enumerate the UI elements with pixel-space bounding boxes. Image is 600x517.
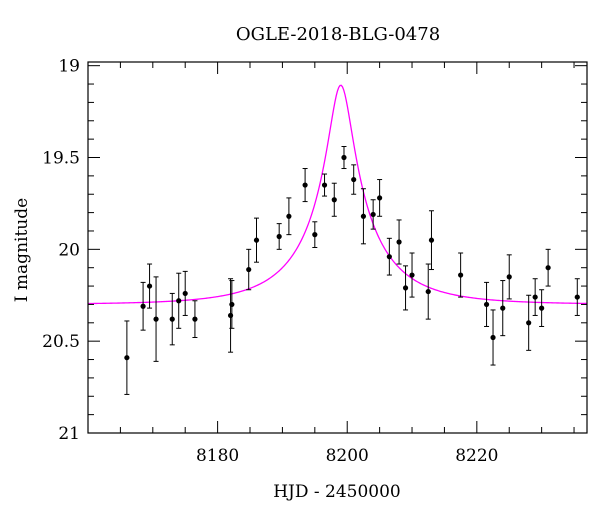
y-tick-label: 20 [58,240,80,260]
data-point [182,290,188,297]
data-point [402,285,409,291]
data-point [500,305,506,311]
y-tick-label: 19.5 [42,149,80,169]
model-curve [87,84,588,305]
data-point [428,237,435,243]
axis-ticks-layer: 8180 8200 8220 19 19.5 20 20.5 21 [42,57,587,466]
x-tick-label: 8200 [326,446,369,466]
data-point [140,303,146,309]
data-point [386,254,392,260]
data-point [169,316,175,322]
data-point [192,316,198,322]
data-point [331,197,337,203]
data-point [351,176,357,183]
data-point [458,272,464,278]
x-tick-label: 8220 [455,446,498,466]
y-tick-label: 19 [58,57,80,77]
data-point [539,305,545,311]
x-tick-label: 8180 [196,446,239,466]
y-tick-label: 21 [58,424,80,444]
data-point [253,237,260,243]
data-point [153,316,159,322]
data-point [409,272,415,278]
data-point [425,288,431,295]
data-point [526,320,532,326]
data-point [370,211,376,218]
data-point [229,301,235,308]
data-point [312,232,318,238]
data-point [227,312,234,319]
y-tick-label: 20.5 [42,332,80,352]
data-point [176,298,182,304]
data-point [341,154,347,161]
data-point [286,213,292,219]
data-point [545,265,551,271]
data-point [276,233,282,240]
model-curve-layer [87,84,588,305]
data-point [490,334,496,341]
data-point [321,182,328,188]
data-point [302,182,308,188]
data-point [146,283,153,289]
y-axis-label: I magnitude [12,198,32,302]
data-point [124,355,130,361]
x-axis-label: HJD - 2450000 [273,482,401,502]
data-point [396,239,402,245]
chart-title: OGLE-2018-BLG-0478 [236,24,440,45]
data-point [360,213,367,219]
data-point [377,195,383,201]
plot-frame [87,61,588,434]
data-point [483,301,490,308]
data-point [506,274,512,280]
data-point [246,266,252,273]
data-point [574,294,580,300]
data-point [532,294,538,300]
data-points-layer [124,145,580,395]
